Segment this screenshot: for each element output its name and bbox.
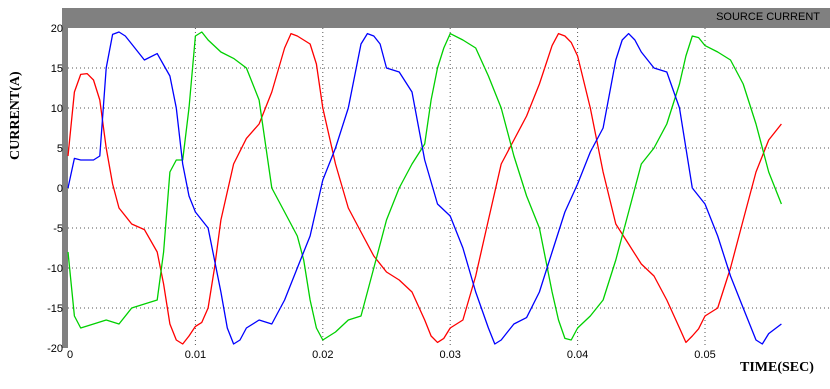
y-tick-label: -5 bbox=[53, 223, 63, 235]
x-tick-label: 0.01 bbox=[185, 349, 206, 361]
x-axis-ticks: 0 0.01 0.02 0.03 0.04 0.05 bbox=[67, 349, 716, 361]
x-tick-label: 0.04 bbox=[567, 349, 588, 361]
y-axis-label: CURRENT(A) bbox=[8, 71, 23, 160]
y-tick-label: 20 bbox=[51, 23, 63, 35]
y-tick-label: 5 bbox=[57, 143, 63, 155]
series-line-0 bbox=[67, 32, 782, 345]
chart-title: SOURCE CURRENT bbox=[716, 11, 820, 23]
grid bbox=[68, 28, 830, 348]
x-tick-label: 0.02 bbox=[312, 349, 333, 361]
x-tick-label: 0.05 bbox=[694, 349, 715, 361]
x-tick-label: 0 bbox=[67, 349, 73, 361]
x-axis-label: TIME(SEC) bbox=[740, 360, 814, 375]
y-tick-label: 15 bbox=[51, 63, 63, 75]
x-tick-label: 0.03 bbox=[439, 349, 460, 361]
y-tick-label: 10 bbox=[51, 103, 63, 115]
y-tick-label: 0 bbox=[57, 183, 63, 195]
series-line-2 bbox=[67, 31, 782, 345]
series-line-1 bbox=[67, 31, 783, 341]
y-axis-ticks: -20 -15 -10 -5 0 5 10 15 20 bbox=[47, 23, 63, 355]
y-tick-label: -20 bbox=[47, 343, 63, 355]
y-tick-label: -10 bbox=[47, 263, 63, 275]
series-lines bbox=[67, 31, 783, 345]
y-tick-label: -15 bbox=[47, 303, 63, 315]
